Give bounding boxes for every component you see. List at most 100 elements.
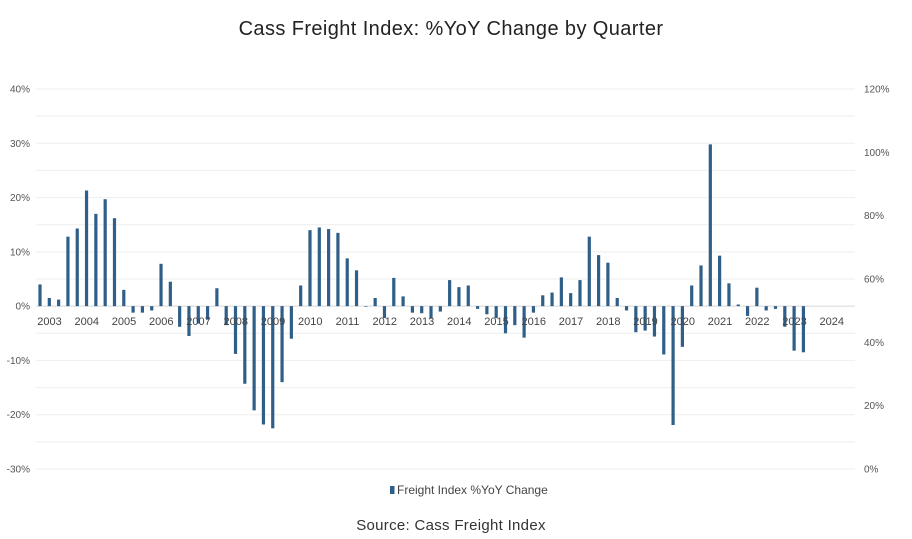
bar — [38, 284, 42, 307]
bar — [224, 306, 228, 326]
bar — [364, 306, 368, 307]
bar — [317, 227, 321, 307]
bar — [140, 306, 145, 313]
bar — [522, 306, 526, 338]
bar — [466, 285, 470, 307]
bar — [112, 218, 117, 307]
x-tick-label: 2006 — [149, 316, 173, 328]
x-tick-label: 2014 — [447, 316, 471, 328]
bar — [131, 306, 135, 313]
y-left-tick-label: 20% — [10, 193, 30, 204]
x-tick-label: 2012 — [373, 316, 397, 328]
bar — [94, 213, 98, 307]
bar — [699, 265, 703, 307]
bar — [792, 306, 796, 351]
bar — [261, 306, 266, 425]
bar — [382, 306, 387, 319]
bar — [271, 306, 275, 429]
y-right-tick-label: 120% — [864, 85, 890, 96]
x-tick-label: 2003 — [37, 316, 61, 328]
bar — [103, 199, 107, 307]
x-tick-label: 2008 — [224, 316, 248, 328]
bar — [392, 277, 396, 307]
bar — [84, 190, 89, 307]
bar — [457, 287, 461, 307]
bar — [215, 288, 219, 307]
chart-title: Cass Freight Index: %YoY Change by Quart… — [238, 18, 664, 40]
bar — [773, 306, 778, 309]
bar — [783, 306, 787, 327]
bar — [494, 306, 498, 319]
bar — [410, 306, 414, 313]
bar — [420, 306, 424, 314]
bar — [252, 306, 256, 411]
bar — [299, 285, 303, 307]
bar — [671, 306, 675, 426]
bar — [503, 306, 508, 334]
bar — [513, 306, 517, 326]
legend-swatch — [390, 486, 395, 494]
y-right-tick-label: 0% — [864, 465, 879, 476]
bar — [196, 306, 200, 324]
chart-source: Source: Cass Freight Index — [356, 517, 546, 534]
y-right-tick-label: 40% — [864, 338, 884, 349]
bar — [597, 255, 601, 307]
bar — [606, 262, 610, 307]
y-left-tick-label: 10% — [10, 247, 30, 258]
legend-label: Freight Index %YoY Change — [397, 483, 548, 497]
bar — [708, 144, 712, 307]
y-right-tick-label: 100% — [864, 148, 890, 159]
bar — [727, 283, 731, 307]
bar — [289, 306, 293, 339]
bar — [354, 270, 359, 307]
y-right-tick-label: 60% — [864, 275, 884, 286]
bar — [159, 263, 163, 307]
bar — [308, 230, 312, 307]
y-right-tick-label: 20% — [864, 401, 884, 412]
bar — [764, 306, 768, 311]
bar — [205, 306, 210, 320]
bar — [755, 287, 759, 307]
bar — [327, 229, 331, 307]
bar — [578, 280, 582, 307]
x-tick-label: 2018 — [596, 316, 620, 328]
bar — [47, 298, 51, 307]
x-tick-label: 2022 — [745, 316, 769, 328]
y-left-tick-label: 40% — [10, 85, 30, 96]
bar — [485, 306, 489, 315]
y-left-tick-label: 0% — [16, 302, 31, 313]
x-tick-label: 2005 — [112, 316, 136, 328]
bar — [336, 232, 340, 307]
bar — [690, 285, 694, 307]
y-left-tick-label: -30% — [7, 465, 30, 476]
y-left-tick-label: -20% — [7, 410, 30, 421]
x-tick-label: 2011 — [336, 316, 360, 328]
bar — [438, 306, 442, 312]
bar — [745, 306, 750, 316]
x-tick-label: 2007 — [186, 316, 210, 328]
bar — [569, 293, 573, 307]
x-tick-label: 2023 — [782, 316, 806, 328]
bar — [75, 228, 79, 307]
bar — [680, 306, 684, 347]
bar — [122, 289, 126, 307]
x-tick-label: 2024 — [820, 316, 844, 328]
bar — [429, 306, 433, 319]
bar — [401, 296, 405, 307]
bar — [587, 236, 591, 307]
bar — [559, 277, 563, 307]
bar — [178, 306, 182, 327]
x-tick-label: 2016 — [522, 316, 546, 328]
bar — [243, 306, 247, 384]
x-tick-label: 2013 — [410, 316, 434, 328]
y-left-tick-label: 30% — [10, 139, 30, 150]
x-tick-label: 2004 — [75, 316, 99, 328]
bar — [280, 306, 284, 383]
bar — [541, 295, 545, 307]
x-tick-label: 2020 — [671, 316, 695, 328]
bar — [634, 306, 638, 333]
x-tick-label: 2015 — [484, 316, 508, 328]
bar — [531, 306, 536, 313]
bar — [150, 306, 154, 311]
